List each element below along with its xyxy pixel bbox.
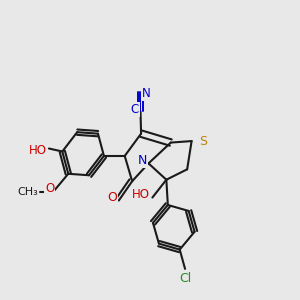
- Text: O: O: [45, 182, 54, 195]
- Text: N: N: [138, 154, 147, 167]
- Text: Cl: Cl: [179, 272, 191, 286]
- Text: S: S: [199, 135, 207, 148]
- Text: N: N: [142, 87, 151, 100]
- Text: O: O: [107, 191, 117, 204]
- Text: C: C: [131, 103, 139, 116]
- Text: HO: HO: [28, 143, 46, 157]
- Text: HO: HO: [132, 188, 150, 201]
- Text: CH₃: CH₃: [17, 187, 38, 196]
